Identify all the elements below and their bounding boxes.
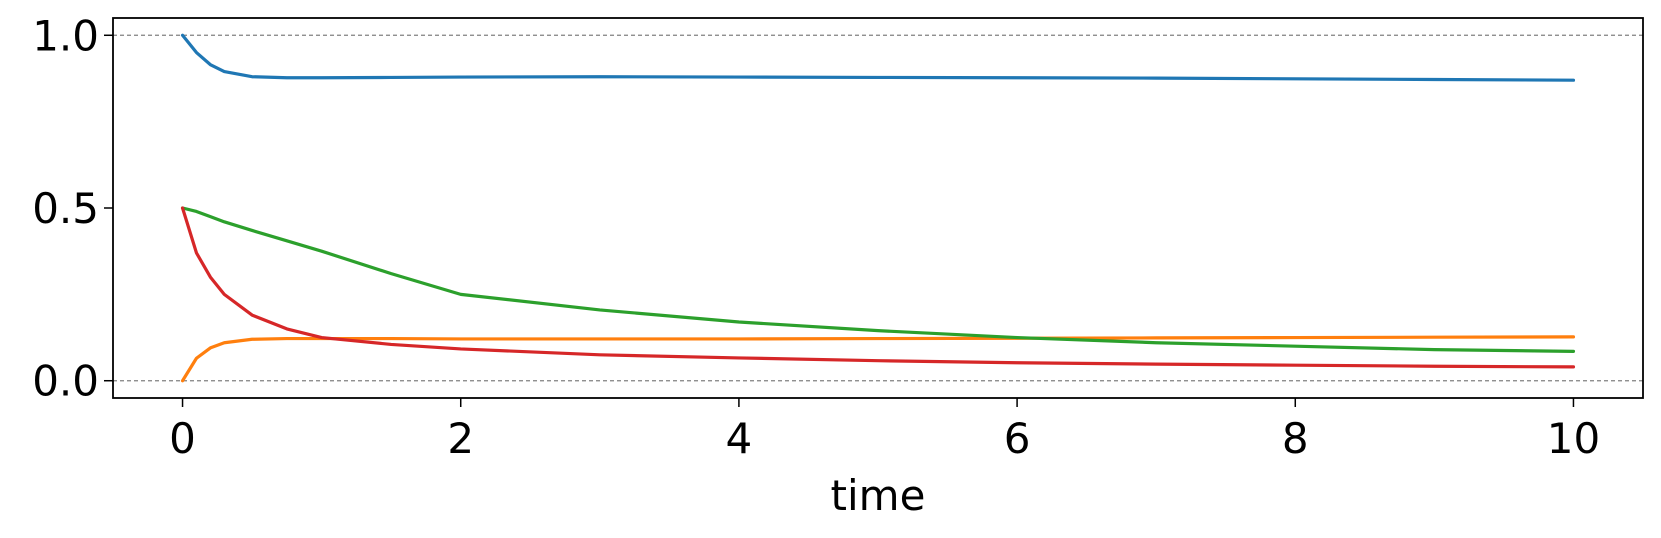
series-line <box>180 206 1576 353</box>
series-line <box>180 335 1576 383</box>
x-axis-label: time <box>831 471 926 520</box>
x-tick-label: 10 <box>1547 414 1600 463</box>
y-tick-label: 1.0 <box>32 11 99 60</box>
x-tick-label: 8 <box>1282 414 1309 463</box>
x-tick-label: 2 <box>447 414 474 463</box>
y-tick-label: 0.0 <box>32 357 99 406</box>
plot-frame <box>112 17 1644 399</box>
x-tick-label: 0 <box>169 414 196 463</box>
y-tick-label: 0.5 <box>32 184 99 233</box>
x-tick-label: 6 <box>1004 414 1031 463</box>
series-line <box>180 33 1576 82</box>
x-tick-label: 4 <box>726 414 753 463</box>
series-line <box>180 206 1576 369</box>
